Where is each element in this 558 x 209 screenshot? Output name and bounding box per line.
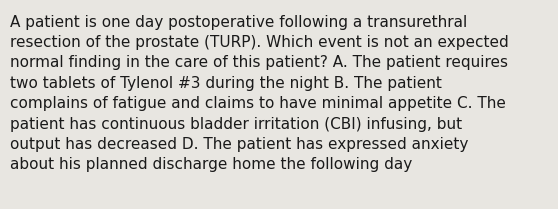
Text: A patient is one day postoperative following a transurethral
resection of the pr: A patient is one day postoperative follo… xyxy=(10,15,509,172)
